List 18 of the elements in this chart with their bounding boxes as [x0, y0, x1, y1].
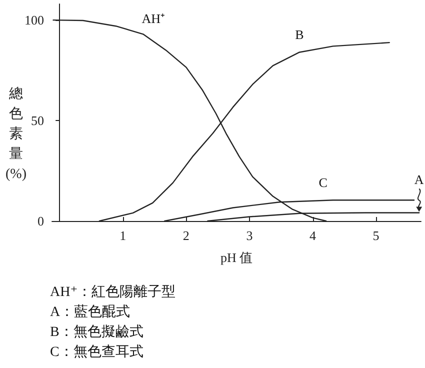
series-label: A [414, 172, 424, 187]
text: A：藍色醌式 [50, 303, 132, 322]
x-tick-label: 3 [246, 228, 253, 243]
x-axis-title: pH 值 [220, 250, 253, 265]
y-tick-label: 50 [31, 113, 44, 128]
series-label: C [318, 175, 328, 190]
y-tick-label: 100 [24, 12, 44, 28]
x-tick-label: 4 [310, 228, 317, 243]
text: AH⁺：紅色陽離子型 [50, 284, 176, 302]
series-label: B [295, 27, 304, 42]
y-tick-label: 0 [38, 214, 44, 228]
y-axis-title: 總色素量(%) [4, 86, 28, 184]
series-label: AH⁺ [142, 11, 165, 26]
text: B：無色擬鹼式 [50, 324, 144, 342]
x-tick-label: 2 [182, 228, 190, 243]
x-tick-label: 5 [372, 228, 380, 243]
x-tick-label: 1 [120, 228, 126, 243]
text: C：無色查耳式 [50, 344, 144, 362]
